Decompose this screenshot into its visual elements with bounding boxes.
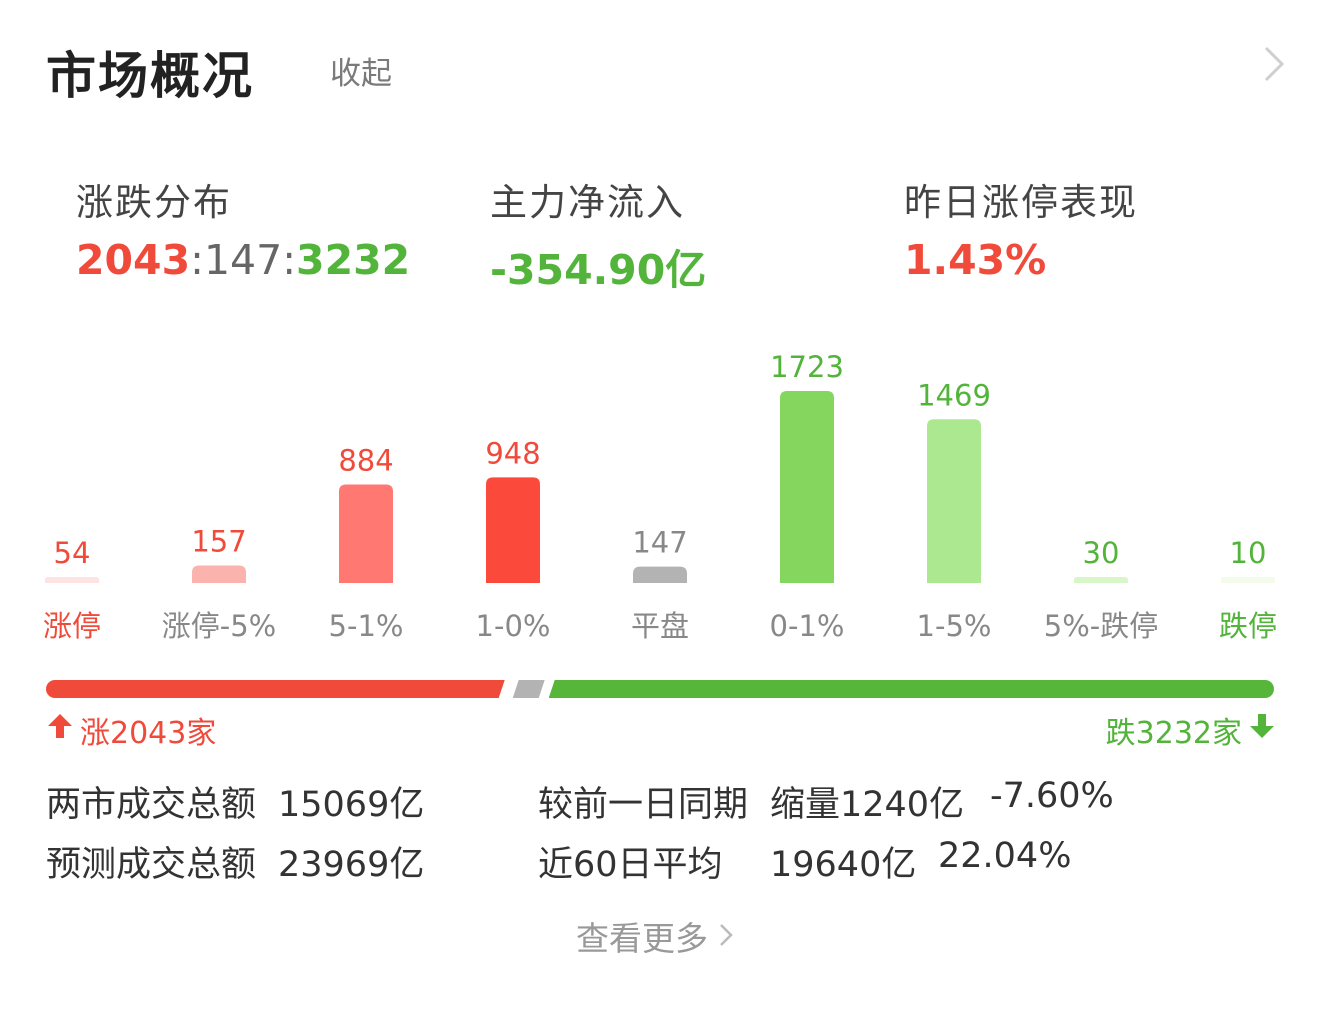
rise-summary: 涨2043家 [46, 708, 216, 752]
fall-range-bar [548, 680, 1274, 698]
chevron-right-icon [718, 917, 734, 956]
bar-value-label: 1469 [917, 378, 991, 412]
category-label: 1-0% [476, 609, 551, 643]
bar-8 [1221, 577, 1275, 583]
fall-summary-text: 跌3232家 [1105, 716, 1242, 751]
bar-1 [192, 565, 246, 583]
avg60-pct: 22.04% [938, 836, 1072, 876]
bar-5 [780, 391, 834, 583]
forecast-turnover-label: 预测成交总额 [46, 845, 257, 885]
rise-range-bar [46, 680, 505, 698]
category-label: 涨停 [43, 609, 101, 643]
category-label: 5%-跌停 [1044, 609, 1158, 643]
flat-count: 147 [203, 236, 283, 284]
compare-pct: -7.60% [990, 776, 1114, 816]
bar-value-label: 1723 [770, 350, 844, 384]
category-label: 涨停-5% [162, 609, 276, 643]
bar-0 [45, 576, 99, 583]
total-turnover-value: 15069亿 [278, 785, 425, 825]
bar-value-label: 948 [485, 436, 540, 470]
bar-7 [1074, 577, 1128, 583]
fall-summary: 跌3232家 [1106, 708, 1276, 752]
chevron-right-icon[interactable] [1258, 44, 1288, 88]
separator: : [282, 236, 297, 284]
bar-value-label: 54 [54, 536, 91, 570]
view-more-button[interactable]: 查看更多 [576, 912, 734, 960]
category-label: 1-5% [917, 609, 992, 643]
limit-up-perf-label: 昨日涨停表现 [904, 181, 1138, 224]
category-label: 跌停 [1219, 609, 1277, 643]
bar-6 [927, 419, 981, 583]
bar-value-label: 157 [191, 525, 246, 559]
bar-3 [486, 477, 540, 583]
net-inflow-value: -354.90亿 [490, 246, 707, 294]
compare-label: 较前一日同期 [538, 785, 749, 825]
net-inflow-label: 主力净流入 [490, 181, 685, 224]
distribution-value: 2043:147:3232 [76, 236, 410, 284]
bar-value-label: 10 [1230, 536, 1267, 570]
arrow-down-icon [1248, 712, 1276, 748]
bar-4 [633, 566, 687, 583]
distribution-label: 涨跌分布 [76, 181, 232, 224]
category-label: 0-1% [770, 609, 845, 643]
avg60-label: 近60日平均 [538, 845, 723, 885]
page-title: 市场概况 [46, 47, 254, 105]
view-more-label: 查看更多 [576, 919, 708, 958]
arrow-up-icon [46, 712, 74, 748]
flat-range-bar [513, 680, 545, 698]
up-count: 2043 [76, 236, 191, 284]
bar-value-label: 147 [632, 526, 687, 560]
forecast-turnover-value: 23969亿 [278, 845, 425, 885]
separator: : [190, 236, 204, 284]
rise-summary-text: 涨2043家 [80, 716, 217, 751]
total-turnover-label: 两市成交总额 [46, 785, 257, 825]
limit-up-perf-value: 1.43% [904, 236, 1047, 284]
distribution-bar-chart: 54 涨停 157 涨停-5% 884 5-1% 948 1-0% 147 平盘 1723 0-1% 1… [43, 350, 1277, 643]
category-label: 5-1% [329, 609, 404, 643]
avg60-value: 19640亿 [770, 845, 917, 885]
bar-2 [339, 484, 393, 583]
bar-value-label: 30 [1083, 536, 1120, 570]
bar-value-label: 884 [338, 443, 393, 477]
category-label: 平盘 [631, 609, 689, 643]
compare-value: 缩量1240亿 [770, 785, 965, 825]
collapse-button[interactable]: 收起 [330, 56, 392, 92]
down-count: 3232 [296, 236, 411, 284]
